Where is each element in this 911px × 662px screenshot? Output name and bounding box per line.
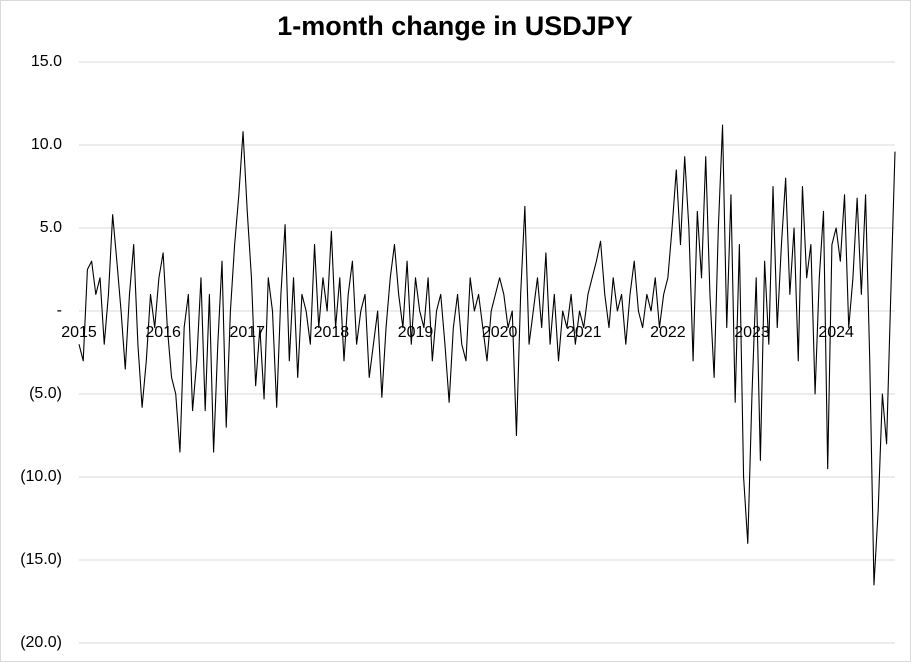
y-tick-label: 10.0 [31, 136, 62, 153]
y-tick-label: 5.0 [40, 219, 62, 236]
x-tick-label: 2016 [145, 324, 181, 341]
x-tick-label: 2023 [734, 324, 770, 341]
chart-title: 1-month change in USDJPY [277, 11, 633, 41]
y-tick-label: (20.0) [20, 634, 62, 651]
y-tick-label: (15.0) [20, 551, 62, 568]
data-line [78, 124, 896, 586]
y-tick-label: (5.0) [29, 385, 62, 402]
x-tick-label: 2018 [314, 324, 350, 341]
x-tick-label: 2020 [482, 324, 518, 341]
x-tick-label: 2024 [818, 324, 854, 341]
x-tick-label: 2022 [650, 324, 686, 341]
y-tick-label: 15.0 [31, 53, 62, 70]
x-tick-label: 2017 [229, 324, 265, 341]
x-tick-label: 2019 [398, 324, 434, 341]
y-tick-label: - [57, 302, 62, 319]
x-tick-label: 2015 [61, 324, 97, 341]
y-tick-label: (10.0) [20, 468, 62, 485]
